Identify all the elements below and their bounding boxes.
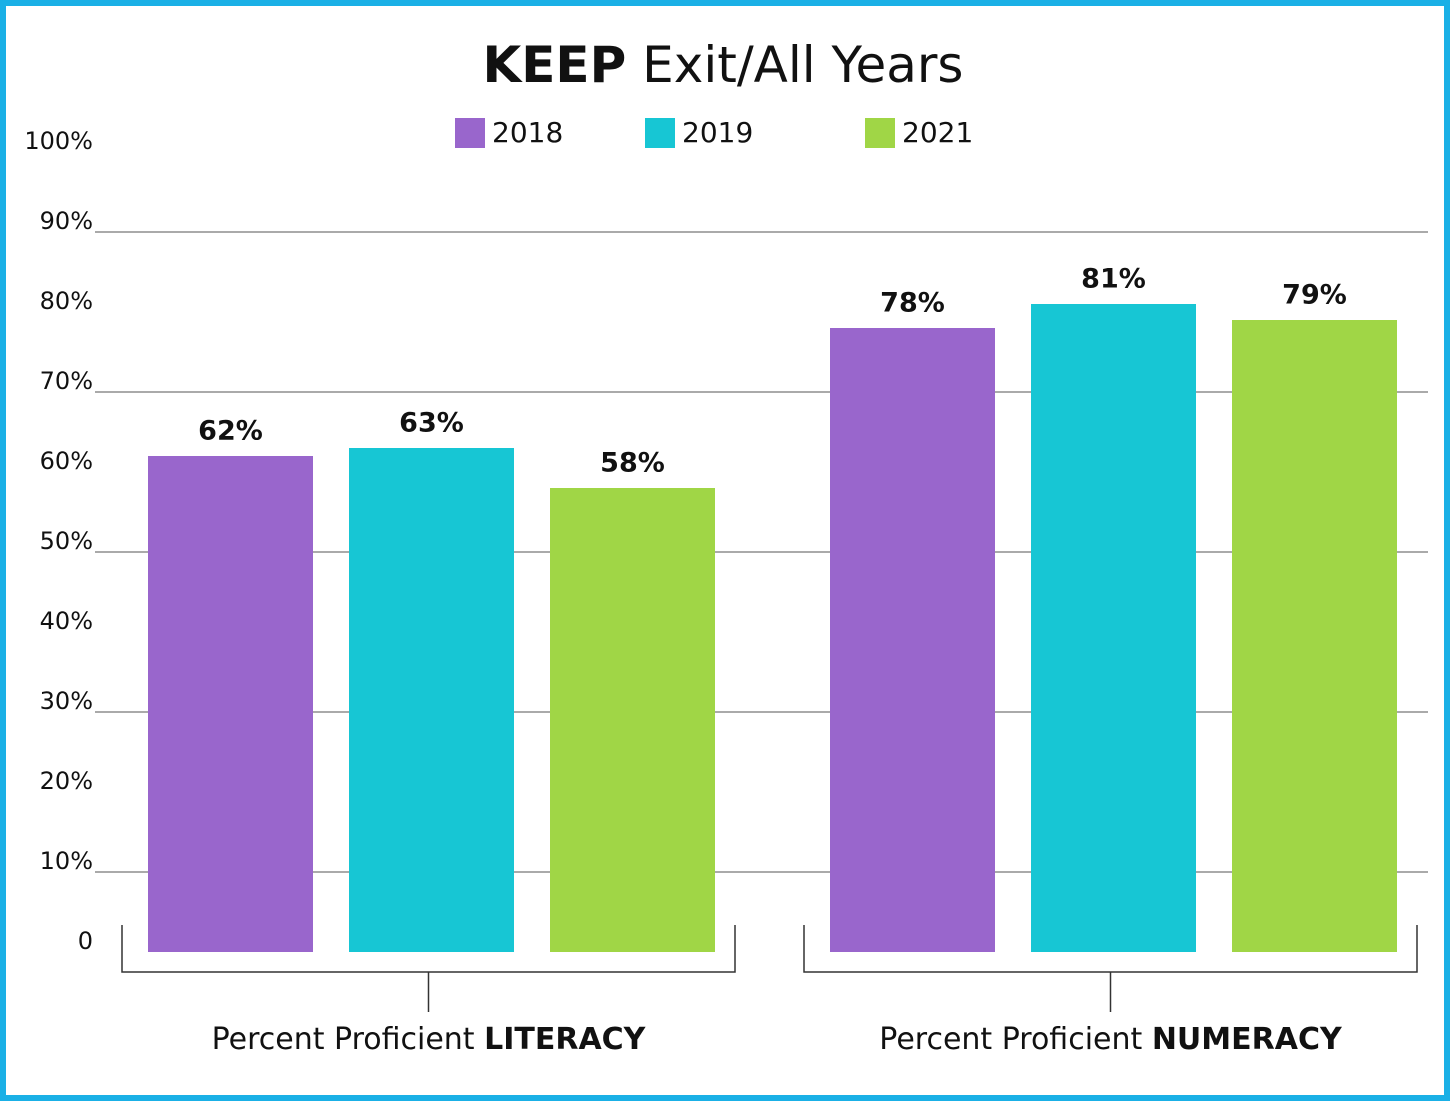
page: {"chart_data": {"type": "bar", "title_em… (0, 0, 1450, 1101)
title-text: Exit/All Years (642, 36, 963, 94)
legend-swatch (645, 118, 675, 148)
legend-swatch (865, 118, 895, 148)
y-tick-label: 30% (40, 687, 93, 715)
chart: KEEP Exit/All Years 0 10% 20% 30% 40% 50% 60% 7… (0, 0, 1450, 1101)
category-prefix: Percent Proficient (212, 1022, 475, 1057)
y-tick-label: 10% (40, 847, 93, 875)
value-label: 79% (1282, 280, 1347, 311)
value-label: 58% (600, 448, 665, 479)
category-label: Percent Proficient NUMERACY (879, 1022, 1343, 1057)
y-tick-label: 70% (40, 367, 93, 395)
value-label: 78% (880, 288, 945, 319)
category-prefix: Percent Proficient (879, 1022, 1142, 1057)
legend-label: 2021 (902, 116, 973, 149)
bar (550, 488, 715, 952)
bar (1232, 320, 1397, 952)
y-tick-label: 90% (40, 207, 93, 235)
y-tick-label: 20% (40, 767, 93, 795)
bar (349, 448, 514, 952)
legend-label: 2019 (682, 116, 753, 149)
value-label: 81% (1081, 264, 1146, 295)
y-tick-label: 0 (78, 927, 93, 955)
value-label: 62% (198, 416, 263, 447)
y-tick-label: 60% (40, 447, 93, 475)
y-tick-label: 80% (40, 287, 93, 315)
chart-title: KEEP Exit/All Years (483, 36, 964, 94)
title-emphasis: KEEP (483, 36, 627, 94)
category-label: Percent Proficient LITERACY (212, 1022, 647, 1057)
legend-swatch (455, 118, 485, 148)
y-tick-label: 50% (40, 527, 93, 555)
y-tick-label: 40% (40, 607, 93, 635)
y-tick-label: 100% (24, 127, 93, 155)
legend-label: 2018 (492, 116, 563, 149)
bar (830, 328, 995, 952)
bar (148, 456, 313, 952)
bar (1031, 304, 1196, 952)
category-name: LITERACY (484, 1022, 647, 1057)
category-name: NUMERACY (1152, 1022, 1343, 1057)
value-label: 63% (399, 408, 464, 439)
